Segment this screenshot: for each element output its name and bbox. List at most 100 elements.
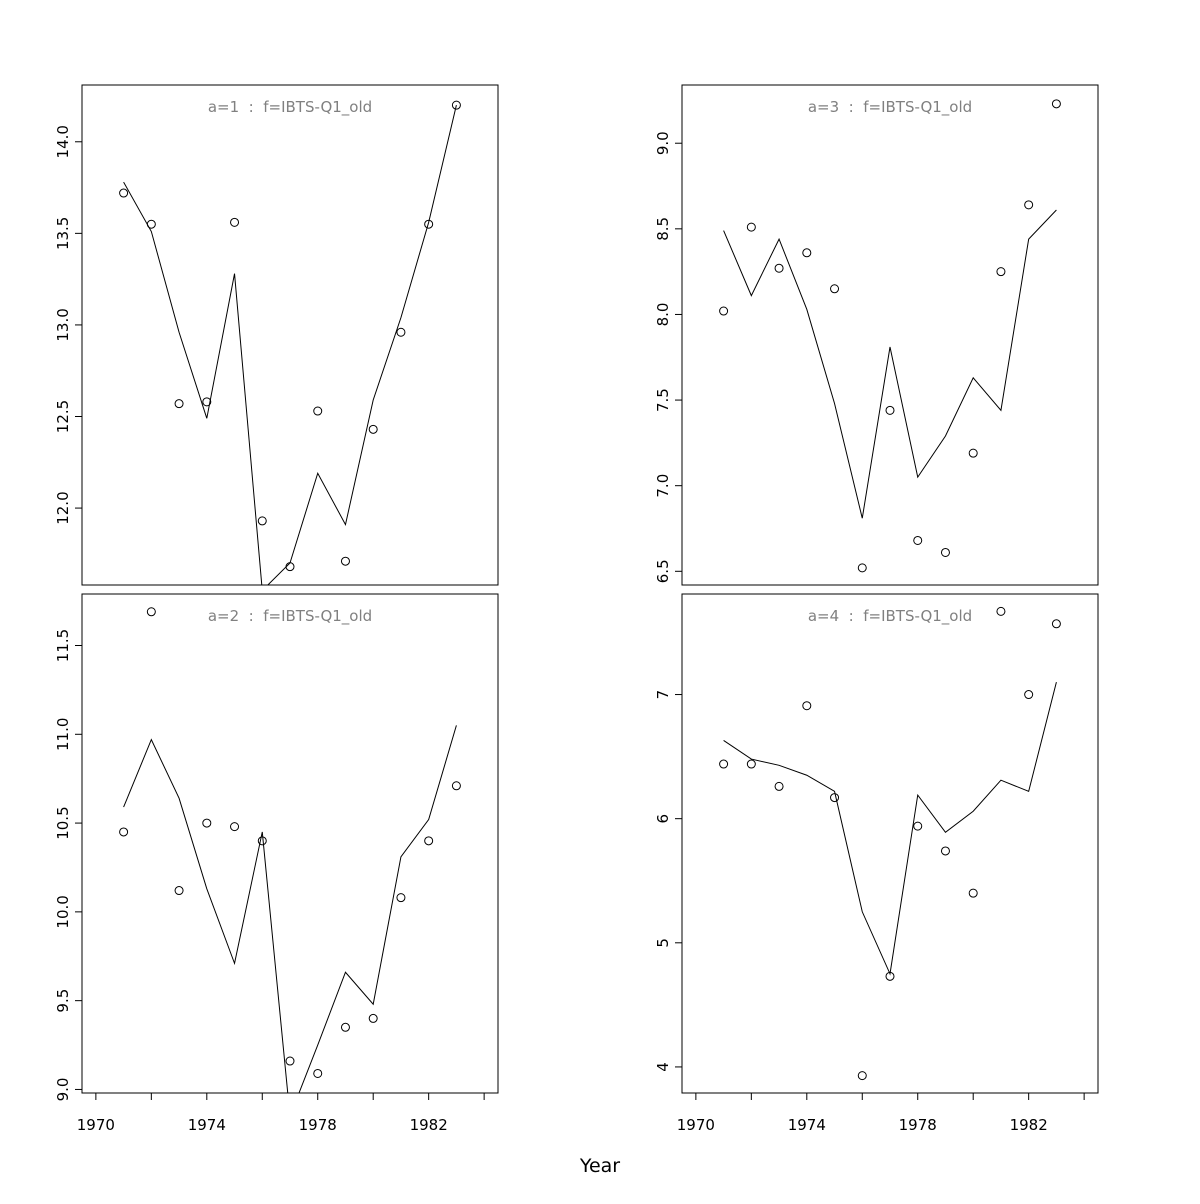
x-axis-label: Year bbox=[579, 1155, 621, 1177]
data-point bbox=[174, 886, 184, 896]
data-point bbox=[1024, 690, 1034, 700]
y-tick-label: 12.0 bbox=[54, 491, 72, 524]
data-point bbox=[940, 547, 950, 557]
data-point bbox=[1051, 619, 1061, 629]
data-point bbox=[396, 893, 406, 903]
data-point bbox=[368, 1013, 378, 1023]
data-point bbox=[996, 606, 1006, 616]
x-tick-label: 1970 bbox=[77, 1116, 115, 1134]
panel-title: a=3 : f=IBTS-Q1_old bbox=[808, 98, 972, 117]
fitted-line bbox=[123, 105, 457, 585]
data-point bbox=[857, 563, 867, 573]
data-point bbox=[285, 1056, 295, 1066]
y-tick-label: 13.5 bbox=[54, 217, 72, 250]
x-tick-label: 1982 bbox=[410, 1116, 448, 1134]
x-tick-label: 1978 bbox=[299, 1116, 337, 1134]
data-point bbox=[340, 556, 350, 566]
data-point bbox=[968, 888, 978, 898]
panel-title: a=1 : f=IBTS-Q1_old bbox=[208, 98, 372, 117]
x-tick-label: 1974 bbox=[188, 1116, 226, 1134]
plot-frame bbox=[81, 593, 499, 1094]
y-tick-label: 8.0 bbox=[654, 303, 672, 327]
y-tick-label: 9.0 bbox=[654, 131, 672, 155]
x-tick-label: 1982 bbox=[1010, 1116, 1048, 1134]
data-point bbox=[746, 759, 756, 769]
data-point bbox=[230, 822, 240, 832]
data-point bbox=[368, 424, 378, 434]
panel-1: 12.0 12.5 13.0 13.5 14.0 a=1 : f=IBTS-Q1_old bbox=[54, 84, 499, 586]
data-point bbox=[146, 607, 156, 617]
data-point bbox=[830, 793, 840, 803]
x-tick-label: 1970 bbox=[677, 1116, 715, 1134]
data-point bbox=[913, 821, 923, 831]
y-tick-label: 10.0 bbox=[54, 895, 72, 928]
data-point bbox=[119, 188, 129, 198]
data-point bbox=[313, 1068, 323, 1078]
data-point bbox=[996, 267, 1006, 277]
data-point bbox=[202, 397, 212, 407]
data-point bbox=[774, 263, 784, 273]
data-point bbox=[424, 219, 434, 229]
data-point bbox=[146, 219, 156, 229]
data-point bbox=[968, 448, 978, 458]
y-tick-label: 9.0 bbox=[54, 1078, 72, 1102]
data-point bbox=[285, 562, 295, 572]
y-tick-label: 5 bbox=[654, 938, 672, 948]
plot-frame bbox=[81, 84, 499, 586]
y-tick-label: 11.5 bbox=[54, 629, 72, 662]
panel-4: 4 5 6 7 1970 1974 1978 1982 a=4 : f=IBTS-Q1_old bbox=[654, 593, 1099, 1134]
data-point bbox=[1051, 99, 1061, 109]
data-point bbox=[313, 406, 323, 416]
data-point bbox=[719, 306, 729, 316]
data-point bbox=[746, 222, 756, 232]
y-tick-label: 6 bbox=[654, 814, 672, 824]
data-point bbox=[174, 399, 184, 409]
y-tick-label: 7.0 bbox=[654, 474, 672, 498]
data-point bbox=[719, 759, 729, 769]
data-point bbox=[451, 781, 461, 791]
y-tick-label: 6.5 bbox=[654, 559, 672, 583]
fitted-line bbox=[723, 682, 1057, 976]
y-tick-label: 8.5 bbox=[654, 217, 672, 241]
data-point bbox=[885, 405, 895, 415]
plot-frame bbox=[681, 593, 1099, 1094]
data-point bbox=[230, 217, 240, 227]
y-tick-label: 13.0 bbox=[54, 308, 72, 341]
x-tick-label: 1974 bbox=[788, 1116, 826, 1134]
data-point bbox=[340, 1022, 350, 1032]
data-point bbox=[802, 701, 812, 711]
data-point bbox=[119, 827, 129, 837]
y-tick-label: 12.5 bbox=[54, 400, 72, 433]
y-tick-label: 4 bbox=[654, 1062, 672, 1072]
data-point bbox=[830, 284, 840, 294]
data-point bbox=[257, 836, 267, 846]
y-tick-label: 10.5 bbox=[54, 806, 72, 839]
data-point bbox=[774, 781, 784, 791]
data-point bbox=[396, 327, 406, 337]
data-point bbox=[857, 1071, 867, 1081]
data-point bbox=[885, 971, 895, 981]
y-tick-label: 11.0 bbox=[54, 718, 72, 751]
y-tick-label: 9.5 bbox=[54, 989, 72, 1013]
data-point bbox=[940, 846, 950, 856]
data-point bbox=[451, 100, 461, 110]
y-tick-label: 14.0 bbox=[54, 125, 72, 158]
fitted-line bbox=[723, 209, 1057, 519]
data-point bbox=[802, 248, 812, 258]
panel-2: 6.5 7.0 7.5 8.0 8.5 9.0 a=3 : f=IBTS-Q1_old bbox=[654, 84, 1099, 586]
panel-title: a=4 : f=IBTS-Q1_old bbox=[808, 607, 972, 626]
data-point bbox=[913, 535, 923, 545]
plot-frame bbox=[681, 84, 1099, 586]
data-point bbox=[202, 818, 212, 828]
panel-title: a=2 : f=IBTS-Q1_old bbox=[208, 607, 372, 626]
data-point bbox=[257, 516, 267, 526]
y-tick-label: 7.5 bbox=[654, 388, 672, 412]
data-point bbox=[424, 836, 434, 846]
y-tick-label: 7 bbox=[654, 690, 672, 700]
data-point bbox=[1024, 200, 1034, 210]
fitted-line bbox=[123, 725, 457, 1093]
panel-3: 9.0 9.5 10.0 10.5 11.0 11.5 1970 1974 1978 1982 a=… bbox=[54, 593, 499, 1134]
x-tick-label: 1978 bbox=[899, 1116, 937, 1134]
